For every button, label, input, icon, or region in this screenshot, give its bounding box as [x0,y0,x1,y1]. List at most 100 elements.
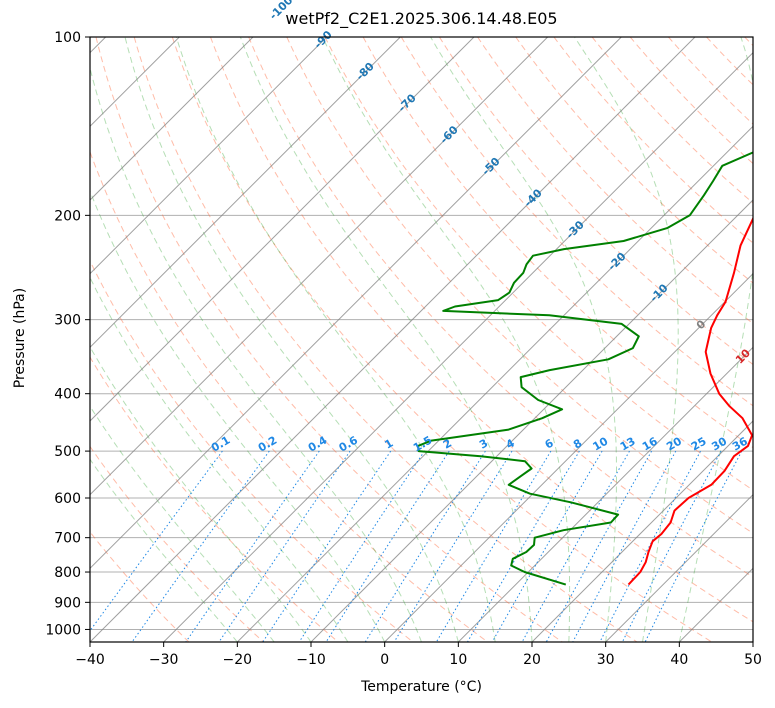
mixing-ratio-line [545,450,653,642]
mixing-ratio-line [364,450,486,642]
y-tick-label: 400 [54,387,81,403]
y-tick-label: 900 [54,595,81,611]
dry-adiabat-line [248,37,753,578]
moist-adiabat-line [574,37,679,642]
mixing-ratio-line [491,450,603,642]
moist-adiabat-line [90,345,312,642]
x-tick-label: −10 [296,652,326,668]
dry-adiabat-line [744,37,753,47]
mixing-ratio-line [393,450,513,642]
moist-adiabat-line [175,37,496,642]
mixing-ratio-line [131,450,270,642]
isotherm-label: -80 [354,60,377,83]
mixing-ratio-label: 2 [441,437,454,452]
dry-adiabat-line [324,37,753,491]
mixing-ratio-line [218,450,351,642]
isotherm-line [678,567,753,642]
y-tick-label: 600 [54,491,81,507]
moist-adiabat-line [430,37,617,642]
isotherm-line [236,125,753,642]
isotherm-line [90,37,328,275]
isotherm-label: 10 [733,346,753,366]
isotherm-line [384,272,753,642]
isotherm-line [457,346,753,642]
x-tick-label: 50 [744,652,762,668]
isotherm-line [163,51,753,642]
dry-adiabat-line [171,37,712,642]
chart-title: wetPf2_C2E1.2025.306.14.48.E05 [285,9,558,28]
isotherm-line [90,37,401,349]
isotherm-label: -100 [267,0,296,22]
moist-adiabat-line [90,65,422,642]
mixing-ratio-line [467,450,580,642]
isotherm-line [90,37,622,570]
dry-adiabat-line [90,259,414,642]
dry-adiabat-line [553,37,753,244]
mixing-ratio-line [599,450,701,642]
x-tick-label: 30 [597,652,615,668]
isotherm-label: -10 [647,281,670,304]
mixing-ratio-line [185,450,320,642]
isotherm-line [90,37,254,201]
x-tick-label: −30 [149,652,179,668]
dry-adiabat-line [286,37,753,534]
dry-adiabat-line [706,37,753,86]
y-axis-label: Pressure (hPa) [12,287,28,389]
dry-adiabat-line [668,37,753,125]
y-tick-label: 1000 [45,622,81,638]
y-tick-label: 700 [54,531,81,547]
dry-adiabat-line [95,37,563,642]
dry-adiabat-line [90,150,488,642]
isotherm-label: -50 [479,155,502,178]
isotherm-line [90,37,696,642]
x-axis-label: Temperature (°C) [361,679,482,695]
isotherm-label: -90 [312,28,335,51]
dry-adiabat-line [591,37,753,204]
mixing-ratio-line [521,450,630,642]
moist-adiabat-line [678,37,753,642]
isotherm-line [531,420,753,642]
moist-adiabat-line [239,37,533,642]
plot-frame [89,36,754,643]
dry-adiabat-line [210,37,753,623]
y-tick-label: 300 [54,313,81,329]
dry-adiabat-line [133,37,638,642]
mixing-ratio-line [262,450,392,642]
isotherm-line [310,199,753,642]
x-tick-label: −20 [223,652,253,668]
mixing-ratio-line [325,450,450,642]
x-tick-label: 40 [670,652,688,668]
isotherm-line [90,37,475,422]
dewpoint-profile-line [417,151,753,586]
mixing-ratio-line [435,450,552,642]
moist-adiabat-line [322,37,571,642]
moist-adiabat-line [90,458,238,642]
dry-adiabat-line [90,445,264,642]
dry-adiabat-line [400,37,753,407]
y-tick-label: 500 [54,444,81,460]
x-tick-label: −40 [75,652,105,668]
dry-adiabat-line [438,37,753,366]
moist-adiabat-line [90,276,349,642]
mixing-ratio-line [621,450,722,642]
moist-adiabat-line [90,405,275,642]
isotherm-label: -60 [437,123,460,146]
isotherm-line [605,493,753,642]
dry-adiabat-line [90,531,190,642]
dry-adiabat-line [90,356,339,642]
mixing-ratio-label: 6 [543,436,556,451]
mixing-ratio-label: 4 [504,436,517,451]
moist-adiabat-line [124,37,459,642]
isotherm-line [752,641,753,642]
x-tick-label: 20 [523,652,541,668]
isotherm-label: -70 [396,91,419,114]
isotherm-line [90,37,549,496]
y-tick-label: 200 [54,208,81,224]
y-tick-label: 800 [54,565,81,581]
mixing-ratio-line [572,450,677,642]
x-tick-label: 0 [380,652,389,668]
mixing-ratio-line [298,450,425,642]
y-tick-label: 100 [54,30,81,46]
temperature-profile-line [627,216,753,586]
